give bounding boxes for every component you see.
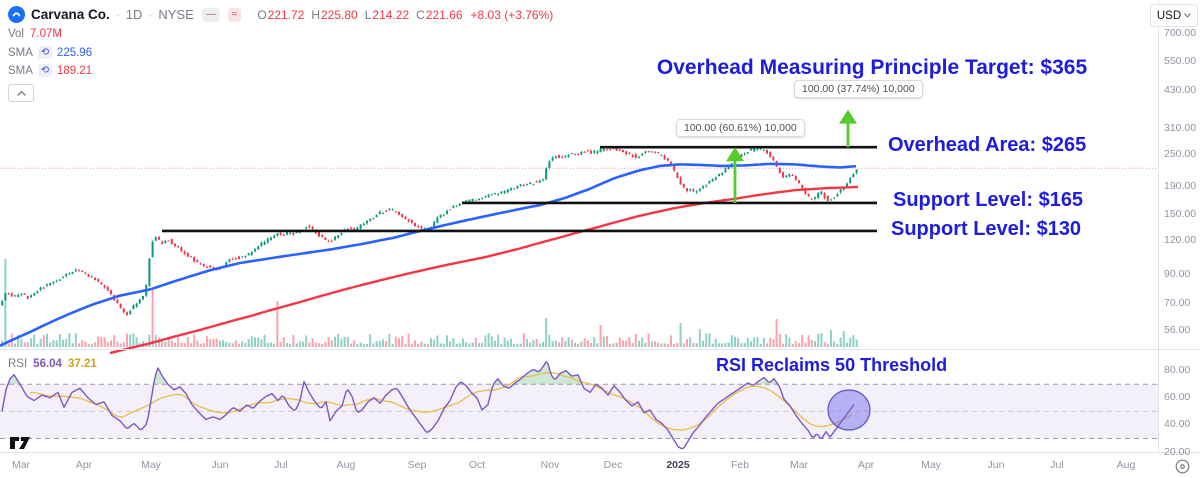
ohlc-change: +8.03 (+3.76%) [470, 7, 554, 22]
time-tick-Mar: Mar [11, 459, 31, 471]
time-tick-Feb: Feb [730, 459, 750, 471]
price-tick-120: 120.00 [1164, 233, 1197, 246]
sma-fast-value: 225.96 [56, 46, 93, 59]
time-tick-Oct: Oct [468, 459, 486, 471]
ohlc-values: O221.72 H225.80 L214.22 C221.66 +8.03 (+3.76… [257, 8, 553, 22]
price-tick-430: 430.00 [1164, 83, 1197, 96]
interval-selector[interactable]: 1D [125, 7, 143, 22]
sma-label: SMA [8, 46, 33, 59]
time-tick-Apr: Apr [857, 459, 875, 471]
annotation-support-130: Support Level: $130 [891, 218, 1082, 240]
rsi-ma-line[interactable] [29, 372, 853, 431]
timezone-clock-icon[interactable] [1174, 458, 1191, 475]
exchange-label: NYSE [158, 7, 194, 22]
separator: · [148, 7, 153, 22]
price-tick-550: 550.00 [1164, 54, 1197, 67]
currency-selector[interactable]: USD [1150, 4, 1198, 27]
price-tick-700: 700.00 [1164, 26, 1197, 39]
time-tick-Aug: Aug [1116, 459, 1136, 471]
rsi-tick-20: 20.00 [1164, 445, 1191, 458]
annotation-support-165: Support Level: $165 [893, 189, 1084, 211]
price-range-label-upper[interactable]: 100.00 (37.74%) 10,000 [794, 80, 923, 98]
annotation-target: Overhead Measuring Principle Target: $36… [656, 56, 1088, 79]
time-tick-May: May [141, 459, 161, 471]
chevron-up-icon [16, 90, 26, 96]
rsi-tick-40: 40.00 [1164, 418, 1191, 431]
delayed-data-icon[interactable]: ≈ [227, 7, 242, 22]
price-tick-190: 190.00 [1164, 179, 1197, 192]
time-tick-Dec: Dec [603, 459, 623, 471]
price-tick-70: 70.00 [1164, 297, 1191, 310]
arrow-head-icon [726, 147, 744, 162]
rsi-ma-value: 37.21 [67, 358, 97, 370]
price-tick-250: 250.00 [1164, 147, 1197, 160]
sma-label: SMA [8, 64, 33, 77]
time-tick-Aug: Aug [336, 459, 356, 471]
time-tick-Jun: Jun [211, 459, 229, 471]
time-tick-Apr: Apr [75, 459, 93, 471]
symbol-name[interactable]: Carvana Co. [31, 7, 110, 22]
ohlc-h: H225.80 [311, 7, 358, 22]
price-range-label-lower[interactable]: 100.00 (60.61%) 10,000 [676, 119, 805, 137]
collapse-legend-button[interactable] [8, 84, 34, 102]
currency-label: USD [1156, 9, 1182, 22]
market-status-icon[interactable]: — [201, 7, 220, 22]
volume-legend[interactable]: Vol 7.07M [8, 28, 62, 40]
price-tick-56: 56.00 [1164, 323, 1191, 336]
sma-fast-legend[interactable]: SMA ⟲ 225.96 [8, 46, 92, 59]
carvana-logo-icon [8, 6, 25, 23]
rsi-tick-80: 80.00 [1164, 364, 1191, 377]
sma-slow-value: 189.21 [56, 64, 93, 77]
rsi-highlight-circle[interactable] [827, 389, 871, 431]
rsi-value: 56.04 [33, 358, 62, 370]
sma-slow-line[interactable] [109, 185, 859, 355]
annotation-rsi-note: RSI Reclaims 50 Threshold [716, 355, 948, 375]
rsi-line[interactable] [1, 361, 855, 450]
level-lines [162, 145, 877, 233]
price-tick-150: 150.00 [1164, 207, 1197, 220]
ohlc-c: C221.66 [416, 7, 463, 22]
rsi-band [0, 383, 1158, 439]
price-tick-90: 90.00 [1164, 267, 1191, 280]
time-tick-May: May [921, 459, 941, 471]
time-tick-2025: 2025 [666, 459, 690, 471]
symbol-header[interactable]: Carvana Co. · 1D · NYSE — ≈ O221.72 H225.… [8, 6, 553, 23]
ohlc-o: O221.72 [257, 7, 305, 22]
arrow-head-icon [839, 109, 857, 124]
time-tick-Jul: Jul [274, 459, 288, 471]
indicator-loop-icon[interactable]: ⟲ [37, 64, 52, 77]
tradingview-logo-icon[interactable] [9, 435, 31, 455]
chevron-down-icon [1184, 13, 1192, 18]
time-tick-Mar: Mar [789, 459, 809, 471]
volume-bars [1, 259, 858, 347]
indicator-loop-icon[interactable]: ⟲ [37, 46, 52, 59]
volume-label: Vol [8, 28, 24, 40]
time-tick-Nov: Nov [540, 459, 560, 471]
volume-value: 7.07M [30, 28, 62, 40]
ohlc-l: L214.22 [364, 7, 410, 22]
rsi-tick-60: 60.00 [1164, 391, 1191, 404]
annotation-overhead-area: Overhead Area: $265 [888, 134, 1087, 156]
price-tick-310: 310.00 [1164, 122, 1197, 135]
time-tick-Jul: Jul [1050, 459, 1064, 471]
measure-arrows [726, 109, 857, 203]
rsi-legend[interactable]: RSI 56.04 37.21 [8, 358, 97, 370]
time-tick-Sep: Sep [407, 459, 427, 471]
time-tick-Jun: Jun [987, 459, 1005, 471]
separator: · [115, 7, 120, 22]
sma-fast-line[interactable] [0, 162, 857, 347]
rsi-label: RSI [8, 358, 28, 370]
sma-slow-legend[interactable]: SMA ⟲ 189.21 [8, 64, 92, 77]
